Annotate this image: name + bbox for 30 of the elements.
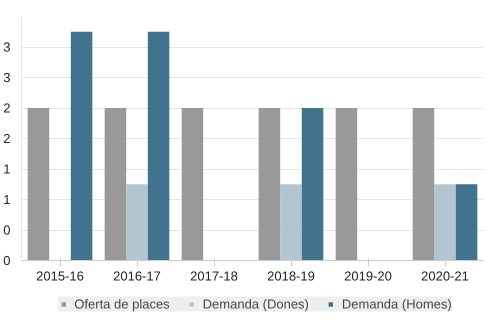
bar	[104, 108, 126, 260]
y-tick-label: 1	[3, 162, 11, 176]
x-tick-label: 2019-20	[344, 268, 392, 284]
y-tick-label: 2	[3, 131, 11, 146]
y-tick-label: 0	[3, 222, 11, 238]
bar	[182, 108, 204, 260]
y-tick-label: 2	[3, 100, 11, 116]
x-tick-label: 2015-16	[36, 268, 84, 284]
bar	[28, 108, 50, 260]
legend-label: Demanda (Dones)	[202, 296, 309, 312]
y-tick-label: 1	[3, 192, 11, 207]
bar	[70, 32, 92, 260]
bar	[456, 184, 478, 260]
x-tick-label: 2017-18	[190, 268, 238, 284]
x-tick-label: 2016-17	[113, 268, 161, 284]
bar	[126, 184, 148, 260]
x-tick-label: 2018-19	[267, 268, 315, 284]
bar	[412, 108, 434, 260]
bar	[434, 184, 456, 260]
bar	[302, 108, 324, 260]
bar	[148, 32, 170, 260]
y-tick-label: 0	[3, 253, 11, 268]
bar	[258, 108, 280, 260]
legend-label: Oferta de places	[74, 296, 170, 312]
x-tick-label: 2020-21	[421, 268, 469, 284]
bar	[280, 184, 302, 260]
y-tick-label: 3	[3, 70, 11, 85]
legend-label: Demanda (Homes)	[342, 296, 452, 312]
y-tick-label: 3	[3, 40, 11, 54]
bar	[336, 108, 358, 260]
